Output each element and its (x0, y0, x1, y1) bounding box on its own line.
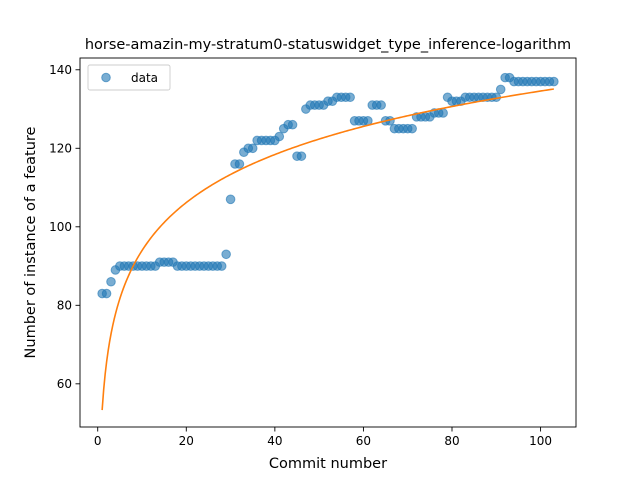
data-point (274, 131, 285, 142)
plot-frame (79, 57, 577, 428)
fit-line (101, 88, 554, 411)
x-tick-label: 80 (444, 434, 459, 448)
legend-label: data (131, 71, 158, 85)
data-point (101, 288, 112, 299)
data-point (438, 108, 448, 118)
plot-marks (97, 72, 559, 411)
legend-box (87, 64, 171, 91)
y-tick-label: 100 (49, 220, 72, 234)
x-tick-label: 100 (529, 434, 552, 448)
x-tick-label: 20 (179, 434, 194, 448)
data-point (287, 119, 298, 130)
data-point (495, 84, 506, 95)
x-tick-label: 0 (94, 434, 102, 448)
data-point (296, 151, 307, 161)
y-tick-label: 80 (57, 299, 72, 313)
y-axis: 60 80 100 120 140 (49, 63, 80, 391)
data-point (106, 276, 116, 287)
data-point (234, 159, 245, 169)
legend-marker (101, 72, 111, 83)
data-point (221, 249, 231, 260)
y-tick-label: 140 (49, 63, 72, 77)
data-point (225, 194, 236, 205)
y-tick-label: 120 (49, 141, 72, 155)
data-point (345, 92, 355, 103)
x-axis-label: Commit number (269, 456, 387, 472)
x-axis: 0 20 40 60 80 100 (94, 427, 552, 448)
chart-title: horse-amazin-my-stratum0-statuswidget_ty… (85, 37, 571, 53)
legend: data (87, 64, 171, 91)
data-point (549, 76, 559, 87)
x-tick-label: 40 (267, 434, 282, 448)
data-point (376, 100, 386, 110)
y-axis-label: Number of instance of a feature (23, 126, 39, 358)
data-point (216, 261, 227, 271)
data-point (407, 123, 417, 134)
y-tick-label: 60 (57, 377, 72, 391)
x-tick-label: 60 (356, 434, 371, 448)
data-point (247, 143, 258, 154)
